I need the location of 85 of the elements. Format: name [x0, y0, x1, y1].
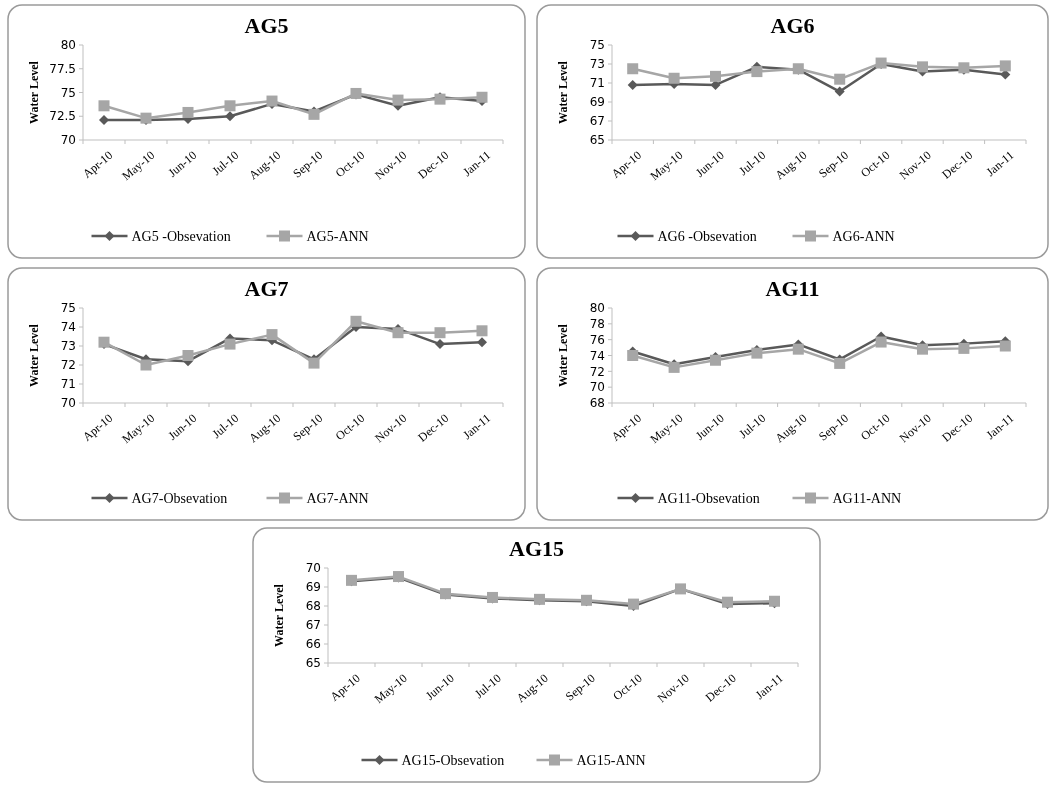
y-tick-label: 70	[589, 380, 605, 395]
y-tick-label: 70	[305, 561, 321, 576]
chart-title: AG6	[770, 13, 815, 38]
legend-label: AG11-ANN	[832, 490, 902, 506]
y-tick-label: 71	[60, 377, 76, 392]
point	[266, 329, 278, 341]
y-axis-title: Water Level	[27, 60, 41, 124]
y-tick-label: 80	[589, 301, 605, 316]
point	[751, 66, 763, 78]
y-tick-label: 75	[60, 301, 76, 316]
point	[751, 347, 763, 359]
y-axis-title: Water Level	[556, 60, 570, 124]
chart-title: AG15	[509, 536, 564, 561]
y-tick-label: 80	[60, 38, 76, 53]
point	[917, 343, 928, 355]
y-tick-label: 75	[589, 38, 605, 53]
point	[476, 91, 488, 103]
legend-label: AG15-Obsevation	[401, 752, 505, 768]
point	[999, 340, 1011, 352]
point	[792, 343, 804, 355]
y-axis-title: Water Level	[272, 583, 286, 647]
point	[435, 339, 445, 350]
point	[224, 338, 236, 350]
y-tick-label: 77.5	[49, 61, 76, 76]
y-tick-label: 68	[589, 396, 605, 411]
y-tick-label: 72	[589, 364, 605, 379]
y-tick-label: 74	[589, 348, 605, 363]
point	[917, 61, 928, 73]
point	[350, 315, 362, 327]
chart-title: AG7	[244, 276, 289, 301]
y-axis-title: Water Level	[556, 323, 570, 387]
point	[627, 79, 638, 90]
point	[999, 60, 1011, 72]
point	[392, 327, 404, 339]
legend-label: AG5-ANN	[306, 228, 369, 244]
point	[627, 350, 639, 361]
legend-label: AG6-ANN	[832, 228, 895, 244]
point	[392, 94, 404, 106]
point	[99, 115, 109, 126]
point	[834, 357, 846, 369]
chart-title: AG5	[244, 13, 289, 38]
point	[834, 86, 845, 97]
y-tick-label: 67	[589, 114, 605, 129]
point	[477, 337, 487, 348]
point	[668, 72, 680, 84]
point	[140, 359, 152, 371]
point	[182, 106, 194, 118]
legend-label: AG7-Obsevation	[131, 490, 228, 506]
y-tick-label: 70	[60, 396, 76, 411]
point	[958, 342, 970, 354]
point	[834, 73, 846, 85]
y-tick-label: 69	[305, 580, 321, 595]
chart-title: AG11	[765, 276, 820, 301]
legend-label: AG5 -Obsevation	[131, 228, 231, 244]
y-tick-label: 65	[589, 133, 605, 148]
point	[434, 327, 446, 339]
point	[182, 350, 194, 361]
y-tick-label: 72.5	[49, 109, 76, 124]
point	[710, 70, 721, 82]
point	[627, 63, 639, 75]
y-tick-label: 66	[305, 637, 321, 652]
y-tick-label: 70	[60, 133, 76, 148]
point	[308, 357, 320, 369]
point	[875, 336, 887, 348]
y-tick-label: 72	[60, 358, 76, 373]
y-tick-label: 73	[589, 57, 605, 72]
legend-label: AG6 -Obsevation	[657, 228, 757, 244]
legend-label: AG11-Obsevation	[657, 490, 760, 506]
y-axis-title: Water Level	[27, 323, 41, 387]
point	[224, 100, 236, 112]
point	[476, 325, 488, 337]
y-tick-label: 69	[589, 95, 605, 110]
point	[98, 100, 110, 112]
y-tick-label: 67	[305, 618, 321, 633]
legend-label: AG15-ANN	[576, 752, 646, 768]
y-tick-label: 76	[589, 332, 605, 347]
point	[225, 111, 235, 122]
y-tick-label: 73	[60, 339, 76, 354]
legend-label: AG7-ANN	[306, 490, 369, 506]
y-tick-label: 75	[60, 85, 76, 100]
y-tick-label: 65	[305, 656, 321, 671]
y-tick-label: 68	[305, 599, 321, 614]
y-tick-label: 74	[60, 320, 76, 335]
y-tick-label: 78	[589, 317, 605, 332]
y-tick-label: 71	[589, 76, 605, 91]
